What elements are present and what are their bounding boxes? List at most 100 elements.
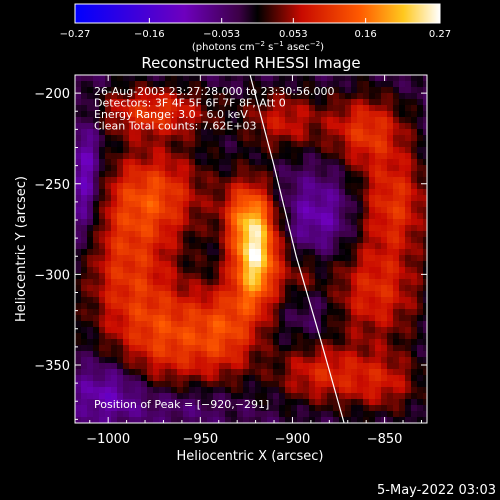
heatmap-cell bbox=[375, 153, 382, 160]
heatmap-cell bbox=[357, 93, 364, 100]
heatmap-cell bbox=[165, 255, 172, 262]
heatmap-cell bbox=[375, 255, 382, 262]
heatmap-cell bbox=[393, 375, 400, 382]
heatmap-cell bbox=[213, 273, 220, 280]
heatmap-cell bbox=[117, 315, 124, 322]
heatmap-cell bbox=[243, 261, 250, 268]
heatmap-cell bbox=[159, 183, 166, 190]
heatmap-cell bbox=[129, 399, 136, 406]
heatmap-cell bbox=[351, 249, 358, 256]
heatmap-cell bbox=[279, 297, 286, 304]
heatmap-cell bbox=[339, 153, 346, 160]
heatmap-cell bbox=[237, 177, 244, 184]
heatmap-cell bbox=[315, 219, 322, 226]
heatmap-cell bbox=[249, 243, 256, 250]
heatmap-cell bbox=[213, 165, 220, 172]
heatmap-cell bbox=[141, 111, 148, 118]
heatmap-cell bbox=[405, 75, 412, 82]
heatmap-cell bbox=[219, 405, 226, 412]
heatmap-cell bbox=[303, 231, 310, 238]
heatmap-cell bbox=[87, 291, 94, 298]
heatmap-cell bbox=[321, 393, 328, 400]
heatmap-cell bbox=[183, 201, 190, 208]
heatmap-cell bbox=[123, 213, 130, 220]
heatmap-cell bbox=[81, 393, 88, 400]
heatmap-cell bbox=[225, 297, 232, 304]
heatmap-cell bbox=[315, 75, 322, 82]
heatmap-cell bbox=[357, 399, 364, 406]
heatmap-cell bbox=[207, 99, 214, 106]
heatmap-cell bbox=[303, 339, 310, 346]
heatmap-cell bbox=[219, 87, 226, 94]
heatmap-cell bbox=[87, 279, 94, 286]
heatmap-cell bbox=[243, 387, 250, 394]
heatmap-cell bbox=[147, 225, 154, 232]
heatmap-cell bbox=[255, 351, 262, 358]
heatmap-cell bbox=[237, 375, 244, 382]
heatmap-cell bbox=[393, 117, 400, 124]
heatmap-cell bbox=[297, 231, 304, 238]
heatmap-cell bbox=[243, 177, 250, 184]
heatmap-cell bbox=[147, 345, 154, 352]
heatmap-cell bbox=[399, 81, 406, 88]
heatmap-cell bbox=[345, 321, 352, 328]
heatmap-cell bbox=[105, 267, 112, 274]
heatmap-cell bbox=[117, 189, 124, 196]
heatmap-cell bbox=[93, 315, 100, 322]
heatmap-cell bbox=[183, 111, 190, 118]
heatmap-cell bbox=[249, 99, 256, 106]
heatmap-cell bbox=[93, 237, 100, 244]
heatmap-cell bbox=[231, 75, 238, 82]
heatmap-cell bbox=[219, 357, 226, 364]
heatmap-cell bbox=[141, 189, 148, 196]
heatmap-cell bbox=[183, 363, 190, 370]
heatmap-cell bbox=[375, 171, 382, 178]
heatmap-cell bbox=[183, 273, 190, 280]
heatmap-cell bbox=[291, 339, 298, 346]
heatmap-cell bbox=[261, 411, 268, 418]
heatmap-cell bbox=[231, 411, 238, 418]
heatmap-cell bbox=[393, 393, 400, 400]
heatmap-cell bbox=[183, 123, 190, 130]
heatmap-cell bbox=[333, 381, 340, 388]
heatmap-cell bbox=[303, 411, 310, 418]
heatmap-cell bbox=[183, 99, 190, 106]
heatmap-cell bbox=[333, 159, 340, 166]
heatmap-cell bbox=[393, 255, 400, 262]
heatmap-cell bbox=[189, 81, 196, 88]
heatmap-cell bbox=[351, 411, 358, 418]
heatmap-cell bbox=[261, 81, 268, 88]
heatmap-cell bbox=[225, 189, 232, 196]
heatmap-cell bbox=[75, 267, 82, 274]
heatmap-cell bbox=[153, 327, 160, 334]
heatmap-cell bbox=[153, 237, 160, 244]
heatmap-cell bbox=[243, 237, 250, 244]
heatmap-cell bbox=[105, 213, 112, 220]
heatmap-cell bbox=[243, 417, 250, 423]
heatmap-cell bbox=[99, 219, 106, 226]
heatmap-cell bbox=[237, 129, 244, 136]
heatmap-cell bbox=[219, 231, 226, 238]
heatmap-cell bbox=[399, 159, 406, 166]
heatmap-cell bbox=[135, 153, 142, 160]
heatmap-cell bbox=[411, 273, 418, 280]
heatmap-cell bbox=[75, 225, 82, 232]
heatmap-cell bbox=[291, 165, 298, 172]
heatmap-cell bbox=[213, 243, 220, 250]
heatmap-cell bbox=[351, 177, 358, 184]
heatmap-cell bbox=[99, 363, 106, 370]
heatmap-cell bbox=[417, 81, 424, 88]
heatmap-cell bbox=[189, 273, 196, 280]
heatmap-cell bbox=[339, 231, 346, 238]
heatmap-cell bbox=[93, 267, 100, 274]
heatmap-cell bbox=[369, 255, 376, 262]
heatmap-cell bbox=[117, 285, 124, 292]
heatmap-cell bbox=[297, 375, 304, 382]
heatmap-cell bbox=[171, 405, 178, 412]
heatmap-cell bbox=[309, 255, 316, 262]
heatmap-cell bbox=[105, 291, 112, 298]
heatmap-cell bbox=[135, 333, 142, 340]
heatmap-cell bbox=[423, 117, 427, 124]
heatmap-cell bbox=[291, 183, 298, 190]
heatmap-cell bbox=[135, 261, 142, 268]
